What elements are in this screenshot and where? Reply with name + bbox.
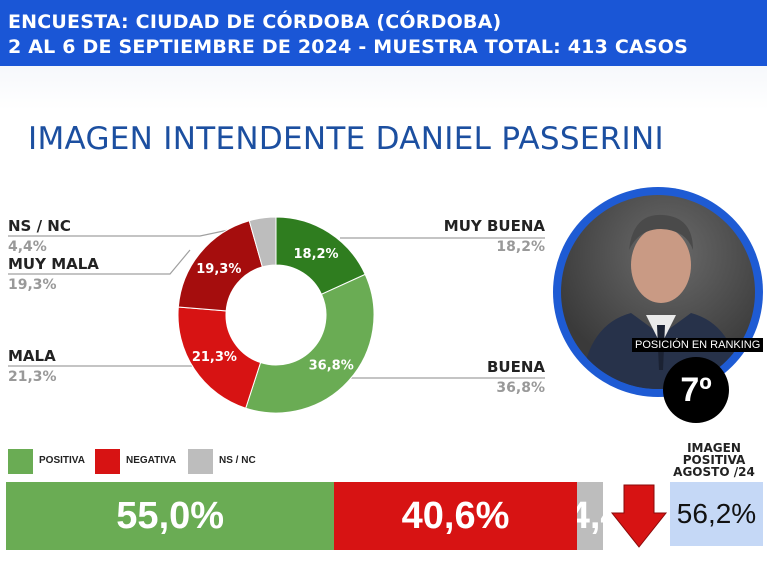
- label-muy-buena-value: 18,2%: [496, 239, 545, 255]
- donut-chart: 18,2% 36,8% 21,3% 19,3%: [8, 216, 545, 414]
- donut-slices: [177, 216, 375, 414]
- bar-segment-nsnc: 4,4%: [576, 482, 603, 550]
- label-muy-mala-value: 19,3%: [8, 277, 57, 293]
- label-buena-name: BUENA: [486, 358, 545, 376]
- label-nsnc-value: 4,4%: [8, 239, 47, 255]
- bar-label-nsnc: 4,4%: [576, 495, 603, 537]
- leader-line-muy-mala: [8, 249, 191, 275]
- label-mala-name: MALA: [8, 347, 56, 365]
- august-title-line: AGOSTO /24: [673, 465, 755, 479]
- label-mala-value: 21,3%: [8, 369, 57, 385]
- legend-swatch-negativa: [95, 449, 120, 474]
- bar-label-negativa: 40,6%: [401, 495, 510, 537]
- label-muy-buena-name: MUY BUENA: [443, 217, 545, 235]
- legend-swatch-positiva: [8, 449, 33, 474]
- header-line-1: ENCUESTA: CIUDAD DE CÓRDOBA (CÓRDOBA): [8, 11, 502, 33]
- legend-label-negativa: NEGATIVA: [126, 455, 177, 466]
- legend-label-positiva: POSITIVA: [39, 455, 85, 466]
- ranking-label: POSICIÓN EN RANKING: [632, 338, 764, 352]
- donut-slice-label-muy-buena: 18,2%: [293, 247, 338, 262]
- august-title-line: IMAGEN: [687, 441, 741, 455]
- header-line-2: 2 AL 6 DE SEPTIEMBRE DE 2024 - MUESTRA T…: [8, 36, 689, 58]
- donut-slice-label-muy-mala: 19,3%: [196, 262, 241, 277]
- label-buena-value: 36,8%: [496, 380, 545, 396]
- bar-segment-negativa: 40,6%: [334, 482, 577, 550]
- person-silhouette-icon: [581, 214, 741, 389]
- legend-label-nsnc: NS / NC: [219, 455, 256, 466]
- donut-slice-label-mala: 21,3%: [192, 350, 237, 365]
- bar-label-positiva: 55,0%: [116, 495, 225, 537]
- label-muy-mala-name: MUY MALA: [8, 255, 99, 273]
- label-nsnc-name: NS / NC: [8, 217, 71, 235]
- portrait-frame: [553, 187, 763, 397]
- down-arrow-icon: [610, 484, 668, 548]
- header-banner: ENCUESTA: CIUDAD DE CÓRDOBA (CÓRDOBA) 2 …: [0, 0, 767, 66]
- bar-segment-positiva: 55,0%: [6, 482, 335, 550]
- donut-slice-label-buena: 36,8%: [309, 358, 354, 373]
- ranking-badge: 7º: [663, 357, 729, 423]
- legend-swatch-nsnc: [188, 449, 213, 474]
- donut-slice-buena: [245, 273, 375, 414]
- donut-slice-labels: 18,2% 36,8% 21,3% 19,3%: [192, 247, 354, 374]
- august-title: IMAGEN POSITIVA AGOSTO /24: [668, 442, 760, 478]
- donut-slice-nsnc: [248, 216, 277, 268]
- page-title: IMAGEN INTENDENTE DANIEL PASSERINI: [28, 121, 664, 157]
- portrait-photo: [561, 195, 755, 389]
- august-title-line: POSITIVA: [682, 453, 746, 467]
- august-value: 56,2%: [670, 482, 763, 546]
